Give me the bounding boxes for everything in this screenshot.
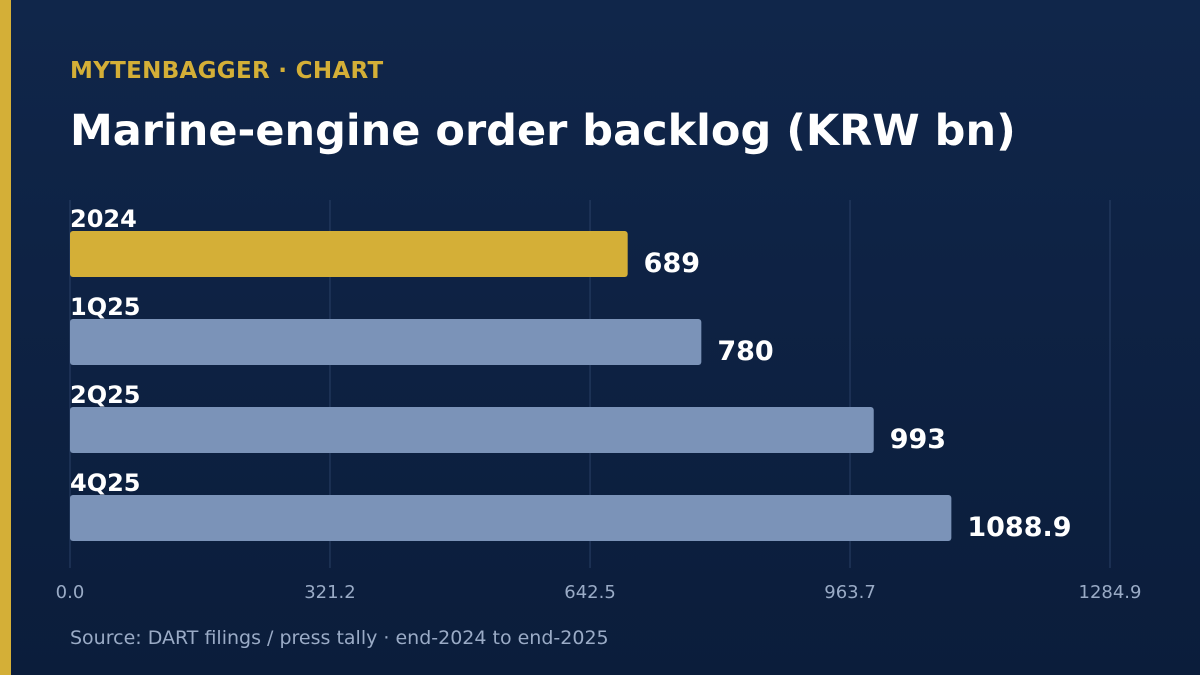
chart-title: Marine-engine order backlog (KRW bn): [70, 106, 1016, 156]
value-label: 780: [717, 336, 773, 367]
value-label: 1088.9: [967, 512, 1071, 543]
chart-kicker: MYTENBAGGER · CHART: [70, 58, 384, 84]
category-label: 4Q25: [70, 469, 141, 497]
category-label: 1Q25: [70, 293, 141, 321]
bars-group: 2024 689 1Q25 780 2Q25 993 4Q25 1088.9: [70, 205, 1072, 543]
x-tick-label: 642.5: [564, 582, 616, 603]
x-tick-label: 0.0: [56, 582, 85, 603]
bar: [70, 495, 952, 541]
bar: [70, 231, 628, 277]
category-label: 2Q25: [70, 381, 141, 409]
x-tick-label: 321.2: [304, 582, 356, 603]
category-label: 2024: [70, 205, 137, 233]
x-tick-label: 963.7: [824, 582, 876, 603]
accent-stripe: [0, 0, 11, 675]
value-label: 993: [890, 424, 946, 455]
x-tick-label: 1284.9: [1079, 582, 1142, 603]
x-axis-ticks: 0.0 321.2 642.5 963.7 1284.9: [56, 582, 1142, 603]
bar: [70, 319, 702, 365]
source-note: Source: DART filings / press tally · end…: [70, 627, 609, 649]
value-label: 689: [644, 248, 700, 279]
bar: [70, 407, 874, 453]
